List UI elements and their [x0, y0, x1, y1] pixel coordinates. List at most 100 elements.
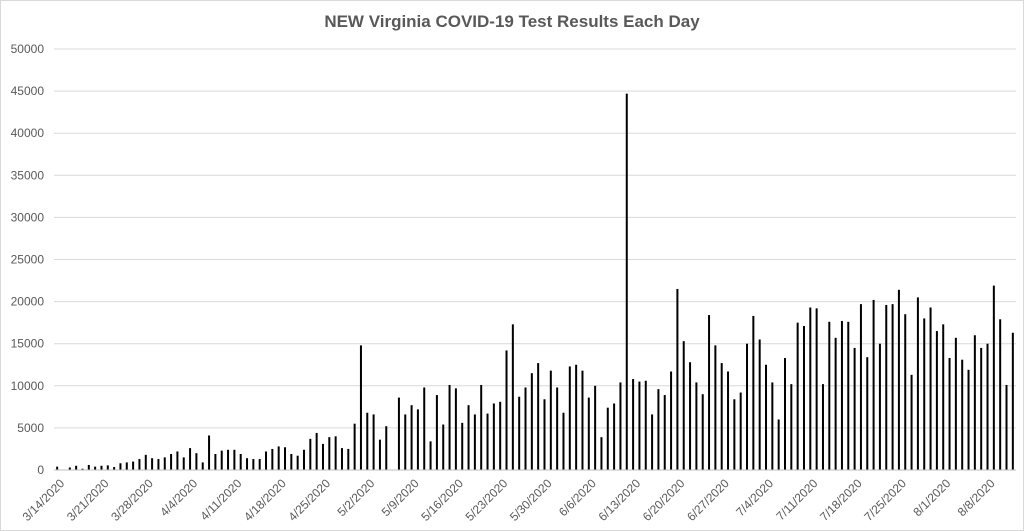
bar [416, 409, 419, 470]
y-tick-label: 10000 [11, 379, 45, 393]
bar [309, 438, 312, 470]
bar [157, 459, 160, 470]
bar [385, 426, 388, 470]
bar [689, 362, 692, 470]
y-tick-label: 25000 [11, 253, 45, 267]
bar [138, 459, 141, 470]
x-tick-label: 7/18/2020 [817, 476, 865, 524]
bar [328, 437, 331, 470]
bar [296, 455, 299, 470]
bar [739, 392, 742, 470]
bar [828, 321, 831, 470]
bar [315, 432, 318, 470]
bar [587, 397, 590, 470]
bar [821, 384, 824, 470]
bar [802, 326, 805, 470]
bar [708, 315, 711, 470]
bar [201, 462, 204, 470]
bar [973, 335, 976, 470]
y-tick-label: 35000 [11, 168, 45, 182]
y-axis: 0 5000 10000 15000 20000 25000 30000 35000 40000… [11, 42, 45, 477]
bar [435, 395, 438, 470]
bar [220, 450, 223, 470]
y-tick-label: 20000 [11, 295, 45, 309]
bar [189, 448, 192, 470]
bar [454, 388, 457, 470]
x-tick-label: 7/4/2020 [733, 476, 776, 519]
bar [727, 371, 730, 470]
chart-title: NEW Virginia COVID-19 Test Results Each … [324, 12, 700, 31]
bar [87, 464, 90, 470]
bar [81, 468, 84, 470]
bar [473, 414, 476, 470]
bar [859, 304, 862, 470]
bar [619, 382, 622, 470]
bar [878, 343, 881, 470]
bar [840, 320, 843, 470]
bar [170, 454, 173, 470]
bar [144, 454, 147, 470]
bar [208, 435, 211, 470]
bar [992, 285, 995, 470]
bar [543, 399, 546, 470]
bar [467, 405, 470, 470]
bar [480, 384, 483, 470]
bar [353, 423, 356, 470]
bar [125, 462, 128, 470]
bar [258, 459, 261, 470]
x-tick-label: 5/2/2020 [334, 476, 377, 519]
bar [651, 414, 654, 470]
x-tick-label: 5/30/2020 [507, 476, 555, 524]
bar [935, 331, 938, 470]
gridlines [54, 48, 1016, 471]
bar [429, 441, 432, 470]
x-tick-label: 6/6/2020 [556, 476, 599, 519]
bar [246, 458, 249, 470]
bar [948, 358, 951, 470]
bar [321, 443, 324, 470]
x-tick-label: 3/21/2020 [64, 476, 112, 524]
bar [492, 403, 495, 470]
bar [644, 380, 647, 470]
bar [790, 384, 793, 470]
bar [404, 414, 407, 470]
bar [891, 304, 894, 470]
bar [100, 465, 103, 470]
bar [663, 395, 666, 470]
bar [277, 446, 280, 470]
x-tick-label: 4/25/2020 [285, 476, 333, 524]
bar [670, 371, 673, 470]
y-tick-label: 15000 [11, 337, 45, 351]
bar [638, 381, 641, 470]
bar [366, 412, 369, 470]
bar [695, 382, 698, 470]
bar [340, 448, 343, 470]
bar [866, 357, 869, 470]
bar [980, 347, 983, 470]
bar [499, 401, 502, 470]
bar [657, 389, 660, 470]
bar [252, 459, 255, 470]
bar [549, 370, 552, 470]
bar [885, 304, 888, 470]
bar [720, 363, 723, 470]
bar [75, 465, 78, 470]
bar [746, 343, 749, 470]
bar [758, 339, 761, 470]
bar [423, 387, 426, 470]
bar [182, 457, 185, 470]
bar [461, 422, 464, 470]
x-tick-label: 5/16/2020 [418, 476, 466, 524]
bar [68, 467, 71, 470]
bar [271, 448, 274, 470]
bar [942, 324, 945, 470]
bar [954, 337, 957, 470]
bar [765, 364, 768, 470]
bar [290, 454, 293, 470]
x-tick-label: 7/11/2020 [773, 476, 820, 523]
bar [265, 451, 268, 470]
bar [575, 364, 578, 470]
bar [1011, 332, 1014, 470]
x-tick-label: 4/11/2020 [197, 476, 244, 523]
